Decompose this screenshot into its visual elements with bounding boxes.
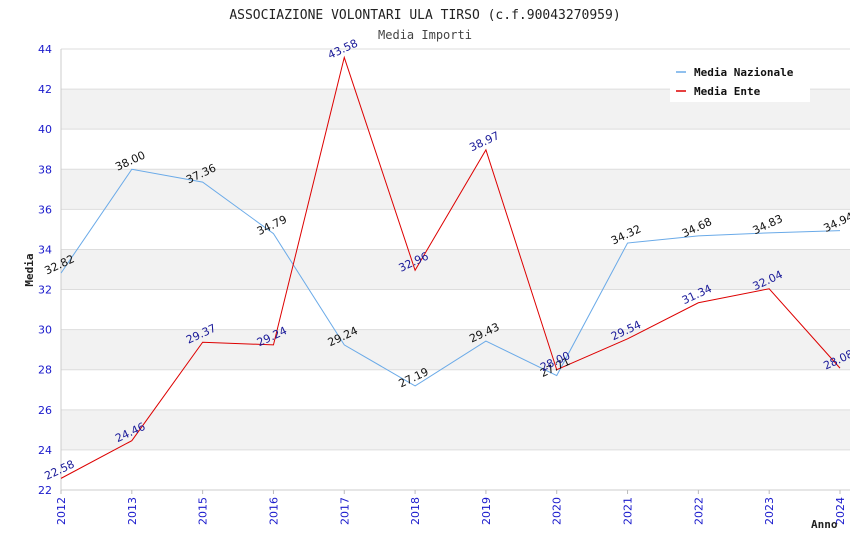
y-tick-label: 36 <box>38 203 52 216</box>
y-tick-label: 44 <box>38 43 52 56</box>
x-tick-label: 2013 <box>126 497 139 525</box>
y-tick-label: 22 <box>38 484 52 497</box>
legend-box <box>670 60 810 102</box>
y-tick-label: 24 <box>38 444 52 457</box>
x-tick-label: 2020 <box>551 497 564 525</box>
x-tick-label: 2021 <box>622 497 635 525</box>
x-tick-label: 2015 <box>197 497 210 525</box>
data-label: 38.97 <box>467 129 501 154</box>
x-tick-label: 2022 <box>692 497 705 525</box>
grid-band <box>61 409 850 450</box>
y-tick-label: 28 <box>38 364 52 377</box>
grid-band <box>61 169 850 210</box>
series-line-media-ente <box>60 55 841 479</box>
x-axis-label: Anno <box>811 518 838 531</box>
y-tick-label: 42 <box>38 83 52 96</box>
legend-label: Media Ente <box>694 85 761 98</box>
y-axis-label: Media <box>23 253 36 286</box>
x-tick-label: 2012 <box>55 497 68 525</box>
data-label: 43.58 <box>326 37 360 62</box>
x-tick-label: 2017 <box>338 497 351 525</box>
legend: Media Nazionale Media Ente <box>670 60 810 102</box>
x-tick-label: 2024 <box>834 497 847 525</box>
data-label: 34.32 <box>609 222 643 247</box>
x-tick-label: 2016 <box>267 497 280 525</box>
y-tick-label: 38 <box>38 163 52 176</box>
y-tick-label: 34 <box>38 243 52 256</box>
y-tick-label: 30 <box>38 324 52 337</box>
x-tick-label: 2018 <box>409 497 422 525</box>
x-tick-label: 2019 <box>480 497 493 525</box>
chart-title: ASSOCIAZIONE VOLONTARI ULA TIRSO (c.f.90… <box>229 8 620 23</box>
grid-band <box>61 249 850 290</box>
data-label: 34.83 <box>751 212 785 237</box>
series-line-media-nazionale <box>60 168 841 387</box>
data-label: 22.58 <box>42 458 76 483</box>
grid-band <box>61 329 850 370</box>
y-tick-label: 32 <box>38 284 52 297</box>
y-tick-label: 40 <box>38 123 52 136</box>
y-tick-label: 26 <box>38 404 52 417</box>
legend-label: Media Nazionale <box>694 66 794 79</box>
x-tick-label: 2023 <box>763 497 776 525</box>
data-label: 34.79 <box>255 213 289 238</box>
chart-subtitle: Media Importi <box>378 28 472 42</box>
